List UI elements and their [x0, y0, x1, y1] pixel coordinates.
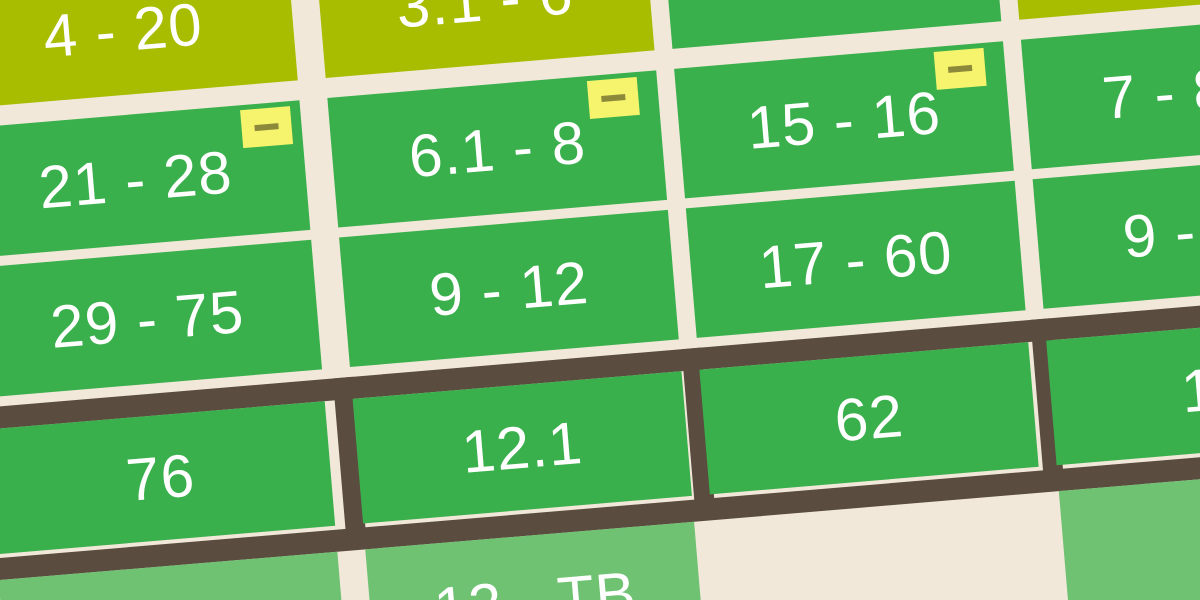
table-cell: 29 - 75 [0, 239, 323, 398]
table-cell: 12.1 [352, 371, 692, 524]
table-cell: 76 [0, 401, 336, 555]
table-cell: 3.1 - 6 [314, 0, 655, 79]
table-cell: 62 [699, 342, 1039, 495]
table-cell: 12.1 [661, 0, 1002, 49]
table-cell: 4 - 20 [0, 0, 298, 109]
status-badge [240, 106, 294, 149]
table-cell: 7 - 8.9 [1020, 12, 1200, 170]
status-badge [933, 47, 987, 90]
table-cell: 9 - 12 [339, 209, 679, 368]
status-badge [586, 76, 640, 120]
table-cell: 9 - 12 [1032, 151, 1200, 309]
table-cell: 17 - 60 [685, 180, 1026, 338]
table-cell [1008, 0, 1200, 20]
